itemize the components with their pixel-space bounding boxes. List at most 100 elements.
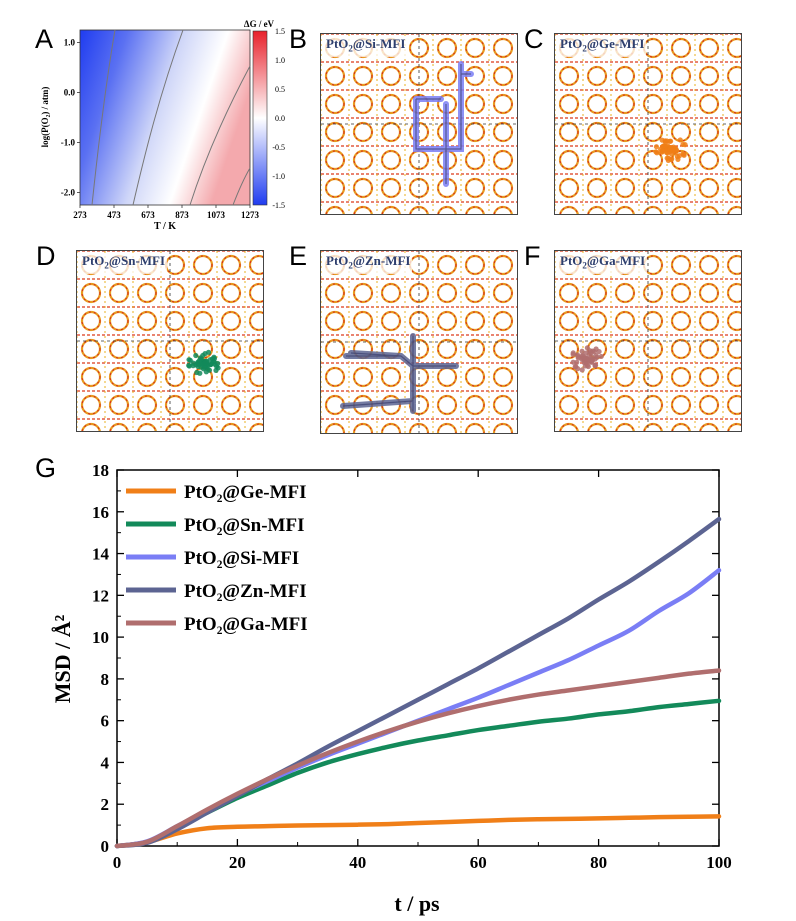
x-tick-label: 40 <box>349 853 366 872</box>
colorbar-tick-label: -1.0 <box>272 172 285 181</box>
x-tick-label: 1073 <box>207 210 226 220</box>
framework-ring-oxygen <box>409 150 429 170</box>
framework-ring-oxygen <box>643 339 663 359</box>
panel-letter-a: A <box>35 24 54 54</box>
framework-ring-oxygen <box>587 150 607 170</box>
structure-label-b: PtO2@Si-MFI <box>324 36 408 57</box>
framework-ring-oxygen <box>81 311 101 331</box>
y-tick-label: 0.0 <box>64 88 76 98</box>
framework-ring <box>726 338 741 360</box>
heatmap-area <box>79 29 251 206</box>
framework-ring-oxygen <box>193 283 213 303</box>
framework-ring-oxygen <box>165 395 185 415</box>
trajectory-point <box>193 362 199 368</box>
framework-ring-oxygen <box>409 178 429 198</box>
framework-ring-oxygen <box>437 255 457 275</box>
trajectory-point <box>677 137 683 143</box>
framework-ring <box>324 422 346 433</box>
framework-ring-oxygen <box>643 178 663 198</box>
panel-a-axis-ticks: 273 473 673 873 1073 1273 1.0 0.0 -1.0 -2.0 <box>61 38 260 221</box>
framework-ring <box>726 149 741 171</box>
trajectory-point <box>575 366 581 372</box>
legend-label-4: PtO₂@Ga-MFI <box>184 614 308 635</box>
framework-ring <box>699 422 719 431</box>
framework-ring-oxygen <box>615 311 635 331</box>
framework-ring-oxygen <box>587 66 607 86</box>
framework-ring-oxygen <box>437 150 457 170</box>
framework-ring-oxygen <box>643 367 663 387</box>
structure-label-d: PtO2@Sn-MFI <box>80 253 168 274</box>
trajectory-point <box>213 367 219 373</box>
pto2-trajectory <box>186 349 221 376</box>
framework-ring-oxygen <box>559 150 579 170</box>
framework-ring-oxygen <box>81 339 101 359</box>
framework-ring-oxygen <box>493 38 513 58</box>
framework-ring-oxygen <box>325 367 345 387</box>
framework-ring-oxygen <box>643 38 663 58</box>
colorbar-ticks: 1.5 1.0 0.5 0.0 -0.5 -1.0 -1.5 <box>272 27 285 210</box>
framework-ring <box>587 422 607 431</box>
framework-ring-oxygen <box>587 395 607 415</box>
framework-ring <box>615 205 635 214</box>
trajectory-point <box>570 351 576 357</box>
pto2-trajectory <box>413 61 474 187</box>
framework-ring-oxygen <box>437 94 457 114</box>
trajectory-point <box>680 141 686 148</box>
framework-ring-oxygen <box>559 122 579 142</box>
framework-ring-oxygen <box>615 94 635 114</box>
framework-ring-oxygen <box>165 255 185 275</box>
series-line-2 <box>114 568 722 849</box>
y-tick-label: 2 <box>101 795 110 814</box>
framework-ring-oxygen <box>193 255 213 275</box>
framework-ring-oxygen <box>465 66 485 86</box>
x-tick-label: 60 <box>470 853 487 872</box>
framework-ring <box>248 394 263 416</box>
trajectory-point <box>664 138 670 144</box>
panel-a-ylabel: log(P(O₂) / atm) <box>40 87 50 148</box>
framework-ring-oxygen <box>193 339 213 359</box>
trajectory-path-core <box>342 336 456 411</box>
framework-ring-oxygen <box>325 311 345 331</box>
framework-ring-oxygen <box>381 122 401 142</box>
framework-ring-oxygen <box>643 395 663 415</box>
framework-ring-oxygen <box>381 339 401 359</box>
contour-line <box>132 29 184 206</box>
trajectory-point <box>668 151 675 157</box>
framework-ring <box>726 121 741 143</box>
framework-ring <box>409 205 429 214</box>
framework-ring-oxygen <box>353 339 373 359</box>
y-tick-label: 18 <box>92 461 109 480</box>
y-tick-label: 12 <box>92 586 109 605</box>
framework-ring-oxygen <box>465 283 485 303</box>
framework-ring-oxygen <box>437 339 457 359</box>
framework-ring-oxygen <box>671 311 691 331</box>
panel-letter-e: E <box>289 241 308 271</box>
colorbar-title: ΔG / eV <box>244 19 275 29</box>
framework-ring <box>727 422 741 431</box>
framework-ring-oxygen <box>587 367 607 387</box>
framework-ring <box>726 37 741 59</box>
framework-ring <box>643 205 663 214</box>
framework-ring-oxygen <box>353 150 373 170</box>
framework-ring <box>671 205 691 214</box>
framework-ring-oxygen <box>643 66 663 86</box>
framework-ring <box>248 366 263 388</box>
framework-ring-oxygen <box>493 122 513 142</box>
framework-ring-oxygen <box>381 66 401 86</box>
panel-letter-d: D <box>36 241 56 271</box>
trajectory-point <box>186 362 192 369</box>
framework-ring <box>726 282 741 304</box>
trajectory-point <box>582 355 588 361</box>
framework-ring-oxygen <box>221 367 241 387</box>
trajectory-point <box>669 156 675 162</box>
framework-ring-oxygen <box>325 283 345 303</box>
series-line-0 <box>114 814 722 849</box>
framework-ring-oxygen <box>437 395 457 415</box>
framework-ring-oxygen <box>221 255 241 275</box>
framework-ring <box>726 177 741 199</box>
trajectory-point <box>592 362 598 368</box>
framework-ring-oxygen <box>643 255 663 275</box>
y-tick-label: 1.0 <box>64 38 76 48</box>
y-tick-label: 10 <box>92 628 109 647</box>
